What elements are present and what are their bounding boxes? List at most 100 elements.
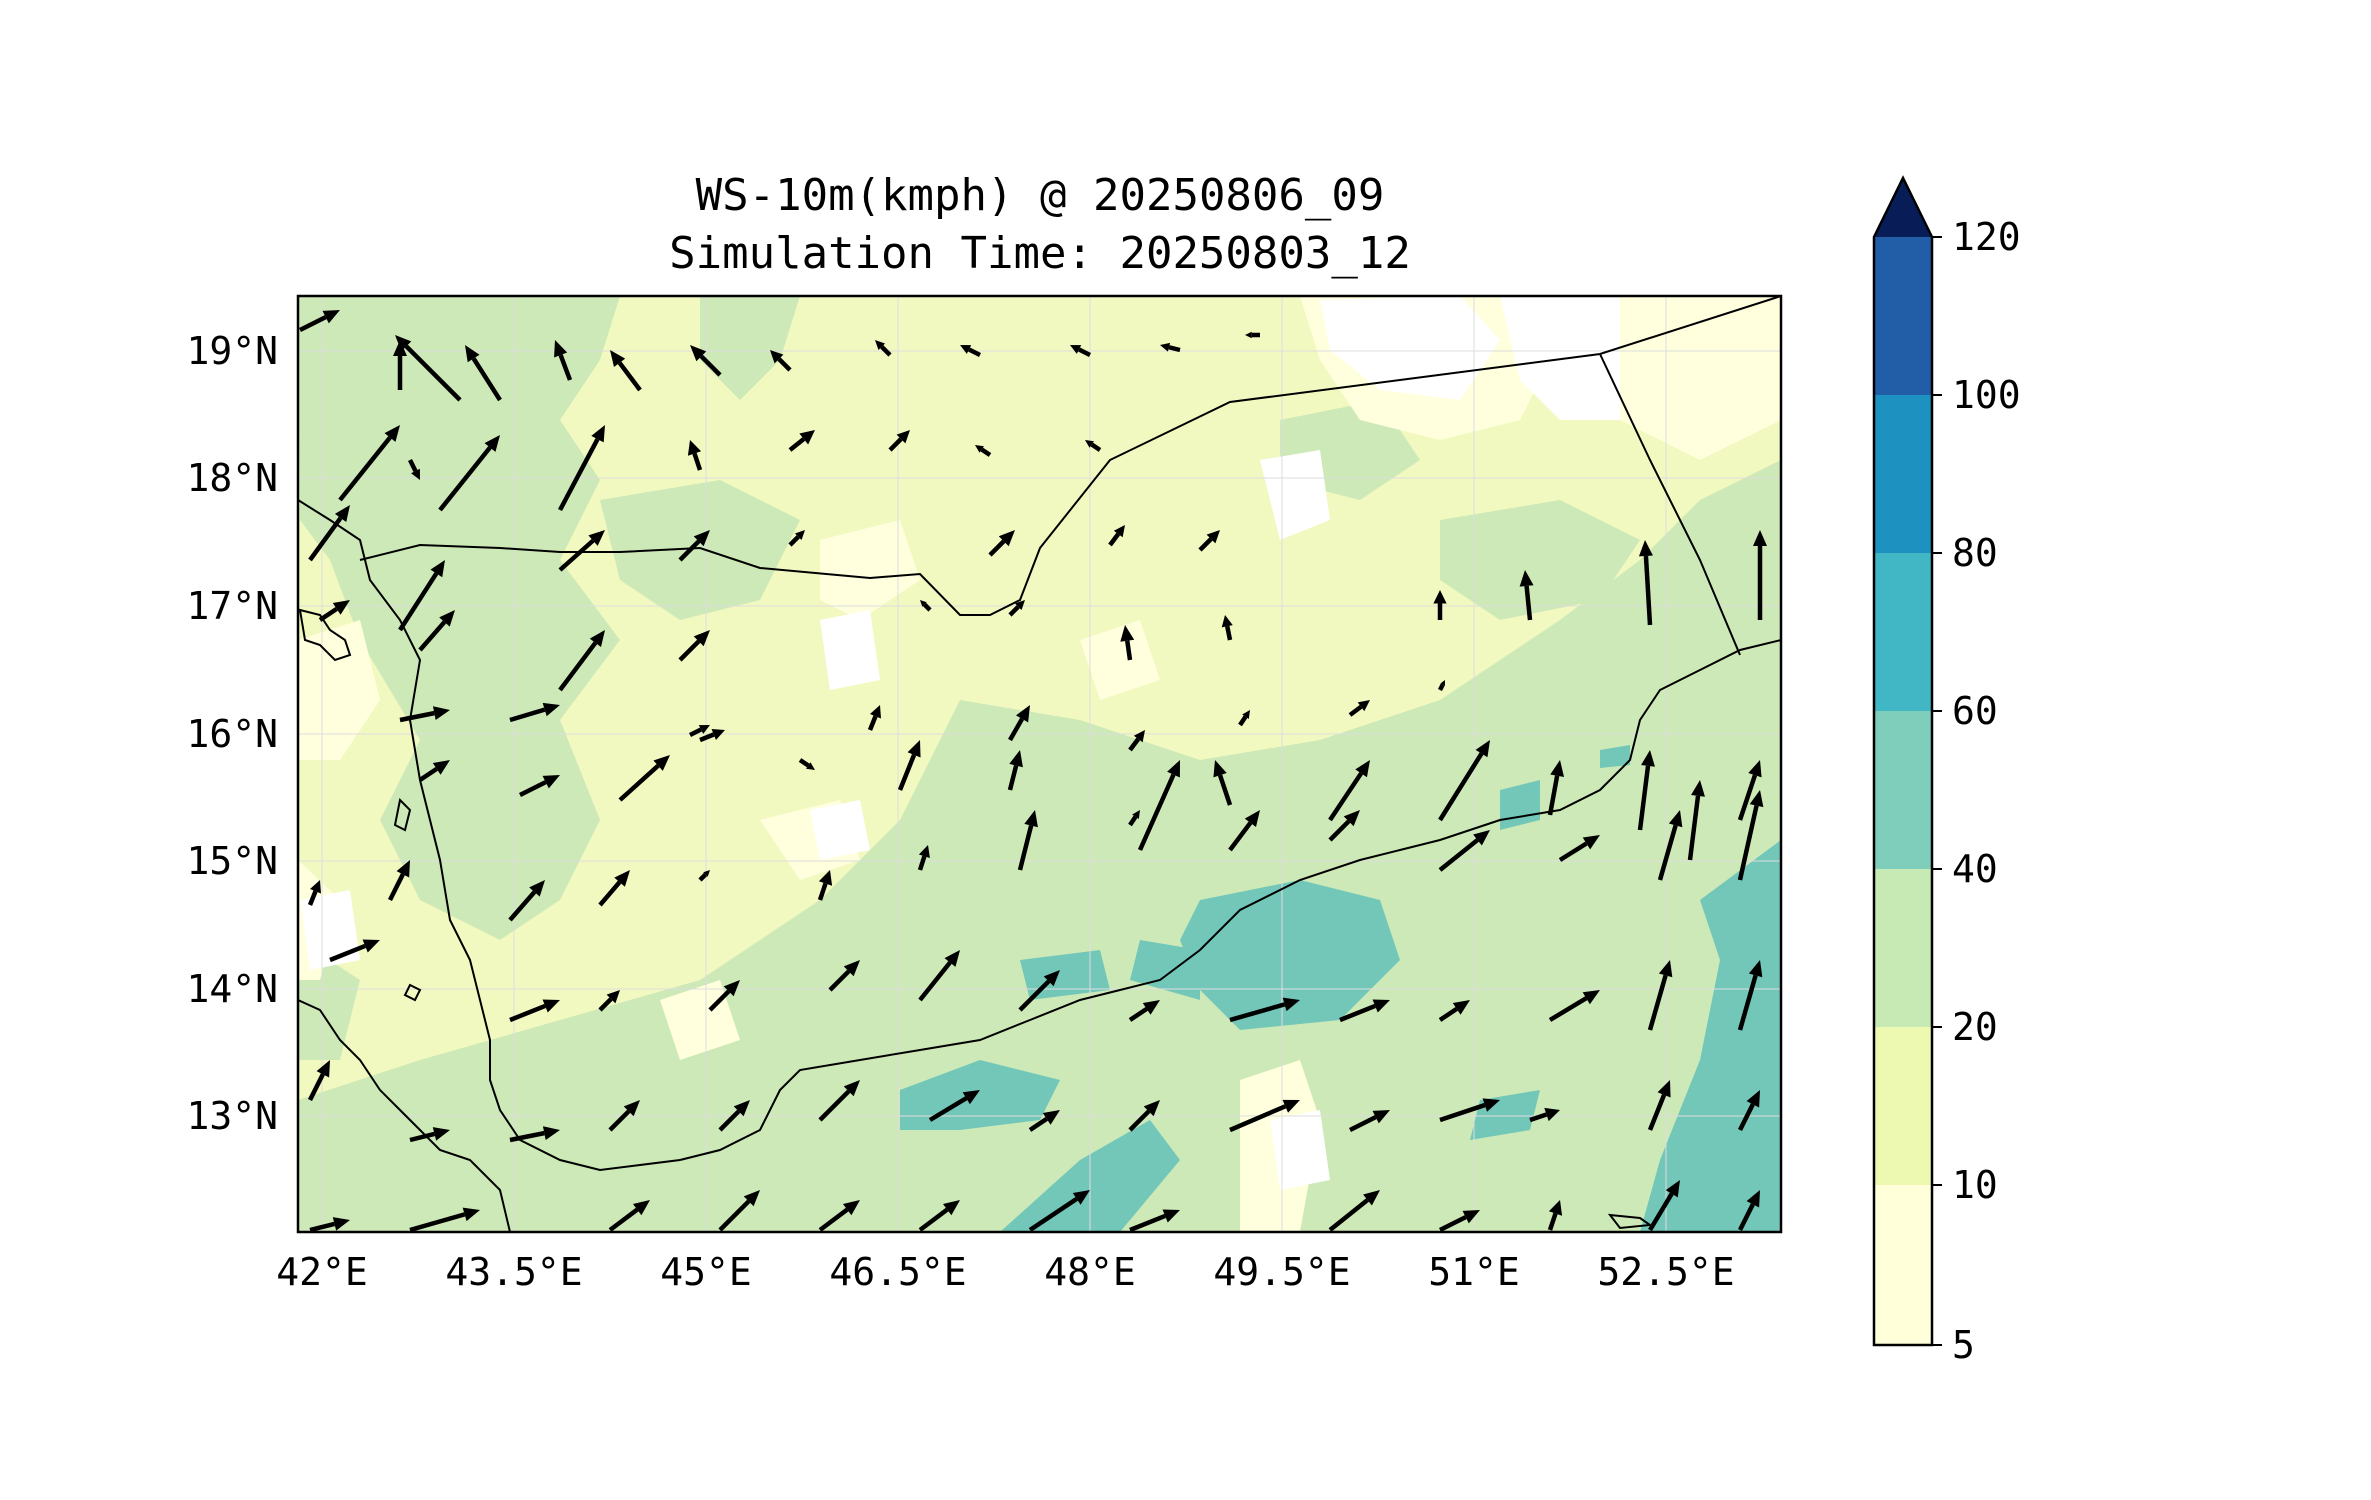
wind-arrow-head bbox=[1120, 625, 1135, 642]
wind-arrow-shaft bbox=[1529, 1112, 1548, 1123]
wind-arrow bbox=[1348, 1110, 1390, 1133]
wind-arrow bbox=[1438, 1210, 1480, 1232]
wind-arrow bbox=[788, 430, 815, 452]
wind-arrow-head bbox=[614, 870, 630, 887]
wind-arrow-shaft bbox=[1017, 824, 1034, 871]
wind-vector-field bbox=[298, 310, 1767, 1232]
colorbar-segment bbox=[1874, 869, 1932, 1027]
colorbar-segment bbox=[1874, 553, 1932, 711]
wind-arrow-head bbox=[875, 340, 886, 351]
wind-arrow-head bbox=[1042, 1110, 1060, 1125]
wind-arrow bbox=[1128, 810, 1140, 827]
wind-arrow bbox=[407, 458, 420, 480]
wind-arrow-head bbox=[1113, 525, 1125, 538]
wind-arrow-head bbox=[1433, 590, 1447, 604]
wind-arrow bbox=[598, 870, 630, 907]
wind-arrow-shaft bbox=[777, 357, 792, 372]
wind-arrow-head bbox=[395, 335, 412, 352]
wind-arrow-shaft bbox=[1129, 1213, 1166, 1232]
wind-arrow-shaft bbox=[1018, 979, 1051, 1012]
wind-arrow-head bbox=[1133, 730, 1145, 743]
wind-arrow bbox=[1737, 790, 1764, 881]
wind-arrow bbox=[508, 880, 545, 922]
wind-arrow-head bbox=[1009, 750, 1023, 768]
wind-arrow-shaft bbox=[1238, 715, 1248, 727]
wind-arrow bbox=[1547, 760, 1565, 816]
wind-arrow bbox=[298, 310, 340, 333]
wind-arrow-shaft bbox=[1439, 1102, 1486, 1123]
wind-arrow-shaft bbox=[1128, 815, 1138, 827]
wind-arrow-shaft bbox=[888, 437, 903, 452]
wind-arrow bbox=[1339, 999, 1390, 1023]
wind-arrow-shaft bbox=[678, 639, 701, 662]
wind-arrow-head bbox=[698, 725, 710, 734]
wind-arrow bbox=[1737, 760, 1762, 821]
wind-arrow bbox=[509, 1126, 560, 1143]
wind-arrow-shaft bbox=[1647, 974, 1668, 1031]
wind-arrow bbox=[888, 430, 910, 452]
wind-arrow-shaft bbox=[1348, 704, 1363, 717]
wind-arrow bbox=[465, 345, 502, 402]
lon-tick-label: 49.5°E bbox=[1213, 1250, 1350, 1294]
wind-arrow bbox=[1128, 1100, 1160, 1132]
wind-arrow bbox=[1438, 740, 1490, 822]
wind-arrow-shaft bbox=[1128, 737, 1141, 752]
wind-arrow-head bbox=[1043, 970, 1060, 987]
wind-arrow bbox=[917, 845, 930, 871]
wind-arrow-shaft bbox=[788, 437, 806, 452]
wind-arrow-shaft bbox=[608, 1109, 631, 1132]
wind-arrow-head bbox=[653, 755, 670, 771]
wind-arrow-head bbox=[743, 1190, 760, 1207]
lon-tick-label: 48°E bbox=[1044, 1250, 1136, 1294]
colorbar-label: 40 bbox=[1952, 847, 1998, 891]
longitude-tick-labels: 42°E 43.5°E 45°E 46.5°E 48°E 49.5°E 51°E… bbox=[276, 1250, 1734, 1294]
wind-arrow bbox=[1753, 530, 1767, 620]
wind-speed-below-5-shading bbox=[300, 296, 1620, 1190]
wind-arrow-shaft bbox=[1339, 1003, 1376, 1023]
wind-arrow-shaft bbox=[798, 758, 810, 768]
wind-arrow bbox=[708, 980, 740, 1012]
wind-arrow-shaft bbox=[928, 1096, 968, 1122]
wind-arrow-shaft bbox=[1229, 1104, 1287, 1133]
wind-arrow-shaft bbox=[1090, 442, 1102, 452]
map-subtitle: Simulation Time: 20250803_12 bbox=[669, 228, 1411, 279]
wind-arrow-head bbox=[1206, 530, 1220, 544]
wind-arrow-head bbox=[693, 530, 710, 547]
wind-arrow-shaft bbox=[699, 732, 715, 743]
wind-arrow-shaft bbox=[1328, 772, 1363, 822]
lon-tick-label: 51°E bbox=[1428, 1250, 1520, 1294]
wind-arrow-head bbox=[1221, 615, 1233, 628]
wind-arrow-shaft bbox=[678, 539, 701, 562]
wind-arrow-shaft bbox=[1438, 838, 1479, 872]
wind-arrow bbox=[598, 990, 620, 1012]
wind-arrow-shaft bbox=[508, 890, 537, 922]
wind-arrow bbox=[1519, 570, 1534, 621]
wind-arrow-head bbox=[703, 870, 710, 877]
wind-arrow-head bbox=[610, 350, 626, 367]
colorbar-label: 5 bbox=[1952, 1323, 1975, 1367]
wind-arrow bbox=[509, 999, 560, 1023]
lat-tick-label: 14°N bbox=[186, 967, 278, 1011]
wind-arrow-shaft bbox=[1637, 765, 1651, 831]
wind-arrow bbox=[418, 760, 450, 782]
wind-arrow-shaft bbox=[1737, 805, 1759, 881]
wind-arrow-head bbox=[465, 345, 480, 363]
wind-arrow-head bbox=[687, 440, 702, 456]
wind-arrow-head bbox=[1452, 1000, 1470, 1015]
wind-arrow-head bbox=[944, 950, 960, 967]
wind-arrow-head bbox=[1160, 342, 1171, 352]
wind-arrow-head bbox=[1482, 1098, 1500, 1112]
wind-arrow-shaft bbox=[558, 354, 573, 381]
wind-arrow-shaft bbox=[1007, 764, 1019, 791]
wind-arrow-head bbox=[334, 505, 350, 523]
wind-arrow-shaft bbox=[1647, 1094, 1667, 1131]
wind-arrow-shaft bbox=[1328, 1198, 1369, 1232]
wind-arrow-shaft bbox=[308, 516, 343, 562]
wind-arrow-head bbox=[1343, 810, 1360, 827]
wind-arrow bbox=[307, 1060, 330, 1102]
wind-arrow bbox=[329, 939, 380, 963]
map-panel bbox=[298, 296, 1781, 1232]
colorbar-label: 120 bbox=[1952, 215, 2021, 259]
wind-arrow bbox=[678, 630, 710, 662]
wind-arrow-shaft bbox=[318, 607, 338, 622]
